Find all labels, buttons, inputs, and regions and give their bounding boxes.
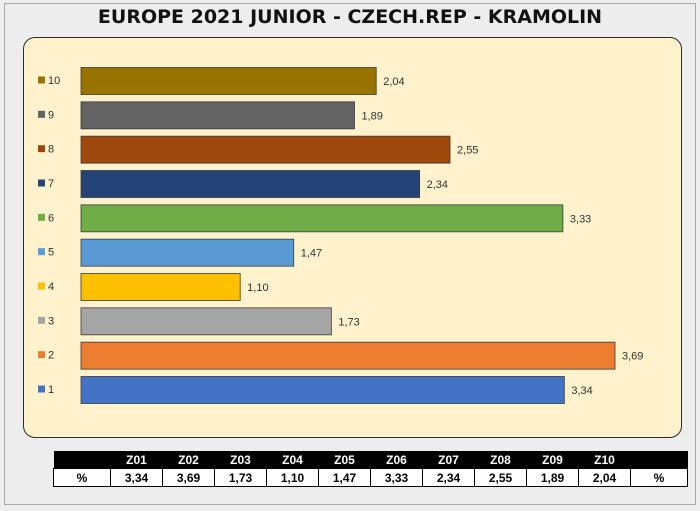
value-label-6: 3,33 (570, 213, 591, 225)
bar-chart: 3,34 1 3,69 2 1,73 3 1,10 4 1,47 5 3,33 6 2,34 7 2,55 8… (38, 67, 643, 404)
legend-label-2: 2 (48, 350, 54, 362)
legend-swatch-9 (38, 110, 45, 118)
bar-7 (80, 170, 421, 198)
legend-swatch-4 (38, 282, 45, 290)
legend-label-7: 7 (48, 178, 54, 190)
table-header-cell (53, 451, 111, 469)
legend-swatch-10 (38, 76, 45, 84)
value-label-2: 3,69 (622, 351, 643, 363)
table-header-cell: Z04 (266, 451, 319, 469)
bar-2 (80, 341, 616, 370)
table-header-cell: Z02 (162, 451, 215, 469)
table-value-cell: 1,10 (266, 468, 319, 487)
table-header-cell: Z09 (526, 451, 579, 469)
bar-6 (80, 204, 564, 233)
legend-swatch-5 (38, 248, 45, 256)
bar-4 (80, 273, 241, 301)
legend-label-8: 8 (48, 144, 54, 156)
bar-3 (80, 307, 332, 336)
table-value-cell: 2,55 (474, 468, 527, 487)
table-header-cell: Z08 (474, 451, 527, 469)
table-header-cell: Z05 (318, 451, 371, 469)
data-table: Z01 Z02 Z03 Z04 Z05 Z06 Z07 Z08 Z09 Z10 % 3,34 3,69… (53, 451, 688, 487)
legend-swatch-6 (38, 213, 45, 221)
table-value-cell: % (53, 468, 111, 487)
bar-9 (80, 101, 355, 130)
bar-8 (80, 135, 451, 164)
legend-label-4: 4 (48, 281, 54, 293)
legend-label-1: 1 (48, 384, 54, 396)
table-value-cell: 2,34 (422, 468, 475, 487)
legend-label-6: 6 (48, 212, 54, 224)
table-value-cell: 1,73 (214, 468, 267, 487)
legend-swatch-3 (38, 316, 45, 324)
table-header-cell: Z03 (214, 451, 267, 469)
table-value-cell: 3,34 (110, 468, 163, 487)
value-label-8: 2,55 (457, 145, 478, 157)
table-header-row: Z01 Z02 Z03 Z04 Z05 Z06 Z07 Z08 Z09 Z10 (53, 451, 688, 469)
bar-5 (80, 238, 295, 267)
table-value-cell: % (630, 468, 688, 487)
value-label-7: 2,34 (427, 179, 448, 191)
legend-label-9: 9 (48, 109, 54, 121)
table-value-row: % 3,34 3,69 1,73 1,10 1,47 3,33 2,34 2,55 1,89 2,0… (53, 468, 688, 487)
legend-label-5: 5 (48, 247, 54, 259)
table-header-cell: Z01 (110, 451, 163, 469)
table-value-cell: 3,69 (162, 468, 215, 487)
legend-label-10: 10 (48, 75, 60, 87)
table-header-cell: Z06 (370, 451, 423, 469)
table-value-cell: 3,33 (370, 468, 423, 487)
table-header-cell (630, 451, 688, 469)
value-label-10: 2,04 (383, 76, 404, 88)
value-label-5: 1,47 (301, 248, 322, 260)
bar-1 (80, 376, 565, 404)
value-label-3: 1,73 (338, 316, 359, 328)
value-label-1: 3,34 (571, 385, 592, 397)
table-value-cell: 1,47 (318, 468, 371, 487)
table-header-cell: Z10 (578, 451, 631, 469)
table-value-cell: 1,89 (526, 468, 579, 487)
legend-label-3: 3 (48, 315, 54, 327)
legend-swatch-8 (38, 145, 45, 153)
value-label-9: 1,89 (362, 110, 383, 122)
table-header-cell: Z07 (422, 451, 475, 469)
chart-title: EUROPE 2021 JUNIOR - CZECH.REP - KRAMOLI… (97, 6, 603, 28)
legend-swatch-2 (38, 351, 45, 359)
table-value-cell: 2,04 (578, 468, 631, 487)
legend-swatch-7 (38, 179, 45, 187)
value-label-4: 1,10 (247, 282, 268, 294)
legend-swatch-1 (38, 385, 45, 393)
bar-10 (80, 67, 377, 95)
